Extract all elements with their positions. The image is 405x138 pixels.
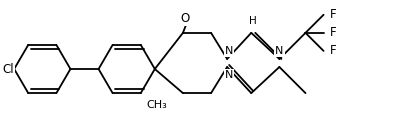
- Text: CH₃: CH₃: [146, 100, 167, 110]
- Text: F: F: [329, 26, 335, 39]
- Text: N: N: [275, 46, 283, 56]
- Text: H: H: [249, 16, 256, 26]
- Text: Cl: Cl: [2, 63, 14, 75]
- Text: N: N: [224, 70, 233, 80]
- Text: O: O: [180, 12, 189, 25]
- Text: F: F: [329, 8, 335, 21]
- Text: N: N: [224, 46, 233, 56]
- Text: F: F: [329, 44, 335, 57]
